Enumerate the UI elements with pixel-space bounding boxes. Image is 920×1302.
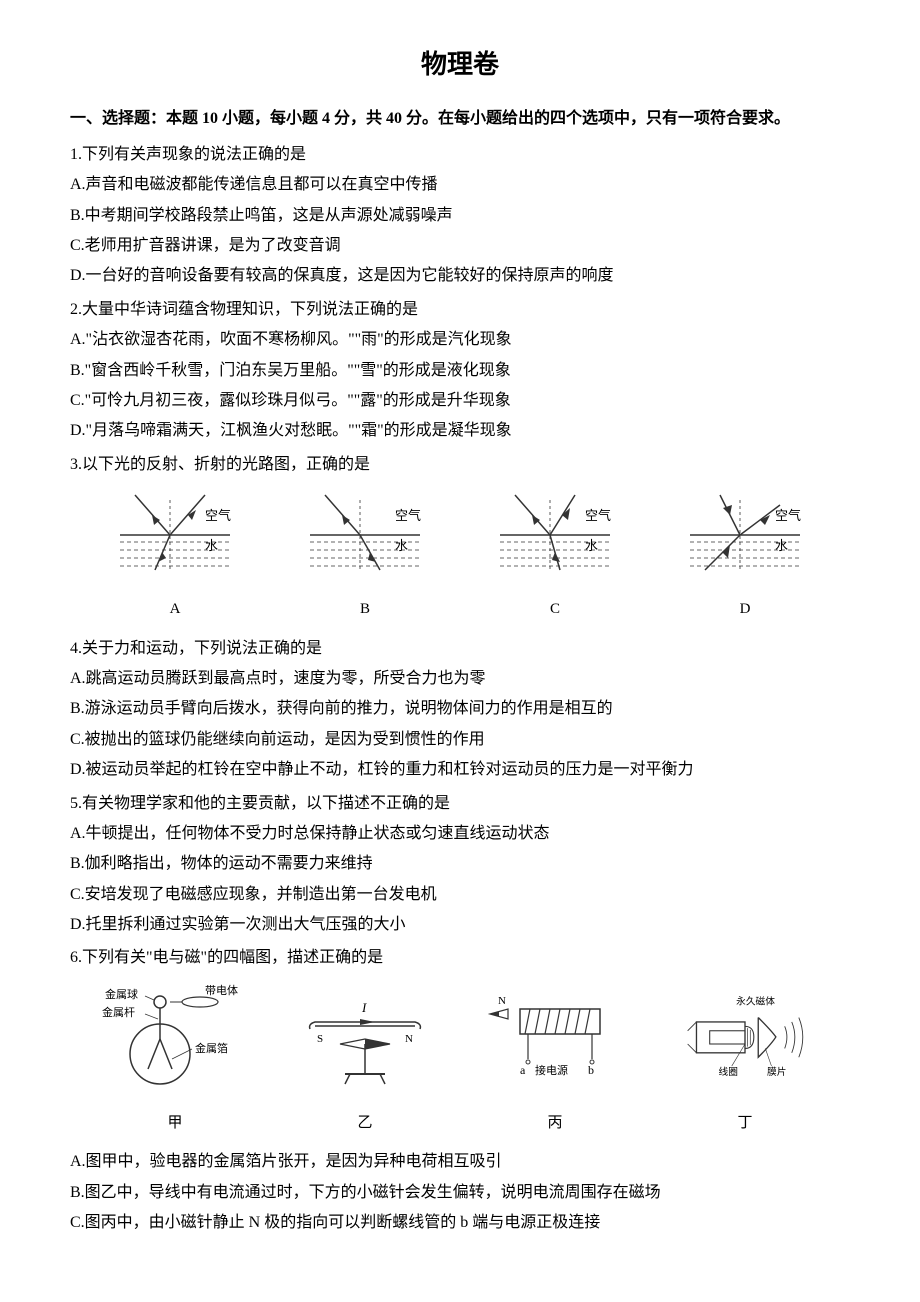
question-4: 4.关于力和运动，下列说法正确的是 A.跳高运动员腾跃到最高点时，速度为零，所受… <box>70 634 850 786</box>
q1-stem: 1.下列有关声现象的说法正确的是 <box>70 140 850 170</box>
question-2: 2.大量中华诗词蕴含物理知识，下列说法正确的是 A."沾衣欲湿杏花雨，吹面不寒杨… <box>70 295 850 447</box>
q6-label-yi: 乙 <box>290 1109 440 1138</box>
q4-stem: 4.关于力和运动，下列说法正确的是 <box>70 634 850 664</box>
q5-stem: 5.有关物理学家和他的主要贡献，以下描述不正确的是 <box>70 789 850 819</box>
q3-label-c: C <box>490 595 620 624</box>
q3-diagram-c: 空气 水 C <box>490 490 620 624</box>
q2-option-d: D."月落乌啼霜满天，江枫渔火对愁眠。""霜"的形成是凝华现象 <box>70 416 850 446</box>
q3-diagram-b: 空气 水 B <box>300 490 430 624</box>
q1-option-c: C.老师用扩音器讲课，是为了改变音调 <box>70 231 850 261</box>
svg-text:空气: 空气 <box>395 508 421 523</box>
q5-option-a: A.牛顿提出，任何物体不受力时总保持静止状态或匀速直线运动状态 <box>70 819 850 849</box>
light-path-c-icon: 空气 水 <box>490 490 620 590</box>
svg-text:水: 水 <box>775 538 788 553</box>
q6-diagram-bing: N a 接电源 b 丙 <box>480 984 630 1138</box>
svg-text:带电体: 带电体 <box>205 984 238 997</box>
svg-text:金属箔: 金属箔 <box>195 1041 228 1055</box>
question-3: 3.以下光的反射、折射的光路图，正确的是 空气 水 A <box>70 450 850 624</box>
svg-text:接电源: 接电源 <box>535 1063 568 1077</box>
svg-text:线圈: 线圈 <box>719 1065 738 1078</box>
q6-stem: 6.下列有关"电与磁"的四幅图，描述正确的是 <box>70 943 850 973</box>
svg-text:金属杆: 金属杆 <box>102 1005 135 1019</box>
q1-option-b: B.中考期间学校路段禁止鸣笛，这是从声源处减弱噪声 <box>70 201 850 231</box>
svg-text:膜片: 膜片 <box>767 1065 786 1078</box>
svg-text:空气: 空气 <box>585 508 611 523</box>
svg-text:金属球: 金属球 <box>105 987 138 1001</box>
q6-diagram-ding: 永久磁体 线圈 膜片 丁 <box>670 984 820 1138</box>
microphone-icon: 永久磁体 线圈 膜片 <box>670 984 820 1104</box>
q3-diagrams: 空气 水 A 空气 水 B <box>70 490 850 624</box>
q4-option-c: C.被抛出的篮球仍能继续向前运动，是因为受到惯性的作用 <box>70 725 850 755</box>
q6-diagram-yi: I S N 乙 <box>290 984 440 1138</box>
q6-label-jia: 甲 <box>100 1109 250 1138</box>
svg-text:N: N <box>405 1033 413 1045</box>
svg-text:N: N <box>498 995 506 1007</box>
q6-diagram-jia: 金属球 金属杆 金属箔 带电体 甲 <box>100 984 250 1138</box>
q3-label-b: B <box>300 595 430 624</box>
q2-stem: 2.大量中华诗词蕴含物理知识，下列说法正确的是 <box>70 295 850 325</box>
svg-text:b: b <box>588 1063 594 1077</box>
svg-text:水: 水 <box>205 538 218 553</box>
q6-label-ding: 丁 <box>670 1109 820 1138</box>
svg-text:空气: 空气 <box>775 508 801 523</box>
q6-label-bing: 丙 <box>480 1109 630 1138</box>
q6-diagrams: 金属球 金属杆 金属箔 带电体 甲 I S N <box>70 984 850 1138</box>
light-path-d-icon: 空气 水 <box>680 490 810 590</box>
q4-option-b: B.游泳运动员手臂向后拨水，获得向前的推力，说明物体间力的作用是相互的 <box>70 694 850 724</box>
svg-text:a: a <box>520 1063 526 1077</box>
light-path-b-icon: 空气 水 <box>300 490 430 590</box>
q1-option-d: D.一台好的音响设备要有较高的保真度，这是因为它能较好的保持原声的响度 <box>70 261 850 291</box>
q3-stem: 3.以下光的反射、折射的光路图，正确的是 <box>70 450 850 480</box>
svg-text:水: 水 <box>585 538 598 553</box>
q3-label-a: A <box>110 595 240 624</box>
question-5: 5.有关物理学家和他的主要贡献，以下描述不正确的是 A.牛顿提出，任何物体不受力… <box>70 789 850 941</box>
exam-title: 物理卷 <box>70 40 850 89</box>
question-6: 6.下列有关"电与磁"的四幅图，描述正确的是 金属球 金属杆 金属箔 带电体 甲 <box>70 943 850 1238</box>
q5-option-b: B.伽利略指出，物体的运动不需要力来维持 <box>70 849 850 879</box>
q4-option-a: A.跳高运动员腾跃到最高点时，速度为零，所受合力也为零 <box>70 664 850 694</box>
light-path-a-icon: 空气 水 <box>110 490 240 590</box>
section1-header: 一、选择题：本题 10 小题，每小题 4 分，共 40 分。在每小题给出的四个选… <box>70 104 850 134</box>
q5-option-c: C.安培发现了电磁感应现象，并制造出第一台发电机 <box>70 880 850 910</box>
svg-text:永久磁体: 永久磁体 <box>736 994 775 1007</box>
q2-option-a: A."沾衣欲湿杏花雨，吹面不寒杨柳风。""雨"的形成是汽化现象 <box>70 325 850 355</box>
svg-text:I: I <box>361 1000 367 1015</box>
svg-text:水: 水 <box>395 538 408 553</box>
q6-option-a: A.图甲中，验电器的金属箔片张开，是因为异种电荷相互吸引 <box>70 1147 850 1177</box>
q6-option-b: B.图乙中，导线中有电流通过时，下方的小磁针会发生偏转，说明电流周围存在磁场 <box>70 1178 850 1208</box>
q1-option-a: A.声音和电磁波都能传递信息且都可以在真空中传播 <box>70 170 850 200</box>
svg-text:空气: 空气 <box>205 508 231 523</box>
q6-option-c: C.图丙中，由小磁针静止 N 极的指向可以判断螺线管的 b 端与电源正极连接 <box>70 1208 850 1238</box>
q2-option-b: B."窗含西岭千秋雪，门泊东吴万里船。""雪"的形成是液化现象 <box>70 356 850 386</box>
q3-label-d: D <box>680 595 810 624</box>
svg-text:S: S <box>317 1033 323 1045</box>
oersted-icon: I S N <box>290 984 440 1104</box>
q4-option-d: D.被运动员举起的杠铃在空中静止不动，杠铃的重力和杠铃对运动员的压力是一对平衡力 <box>70 755 850 785</box>
solenoid-icon: N a 接电源 b <box>480 984 630 1104</box>
question-1: 1.下列有关声现象的说法正确的是 A.声音和电磁波都能传递信息且都可以在真空中传… <box>70 140 850 292</box>
electroscope-icon: 金属球 金属杆 金属箔 带电体 <box>100 984 250 1104</box>
q5-option-d: D.托里拆利通过实验第一次测出大气压强的大小 <box>70 910 850 940</box>
q3-diagram-d: 空气 水 D <box>680 490 810 624</box>
q3-diagram-a: 空气 水 A <box>110 490 240 624</box>
q2-option-c: C."可怜九月初三夜，露似珍珠月似弓。""露"的形成是升华现象 <box>70 386 850 416</box>
